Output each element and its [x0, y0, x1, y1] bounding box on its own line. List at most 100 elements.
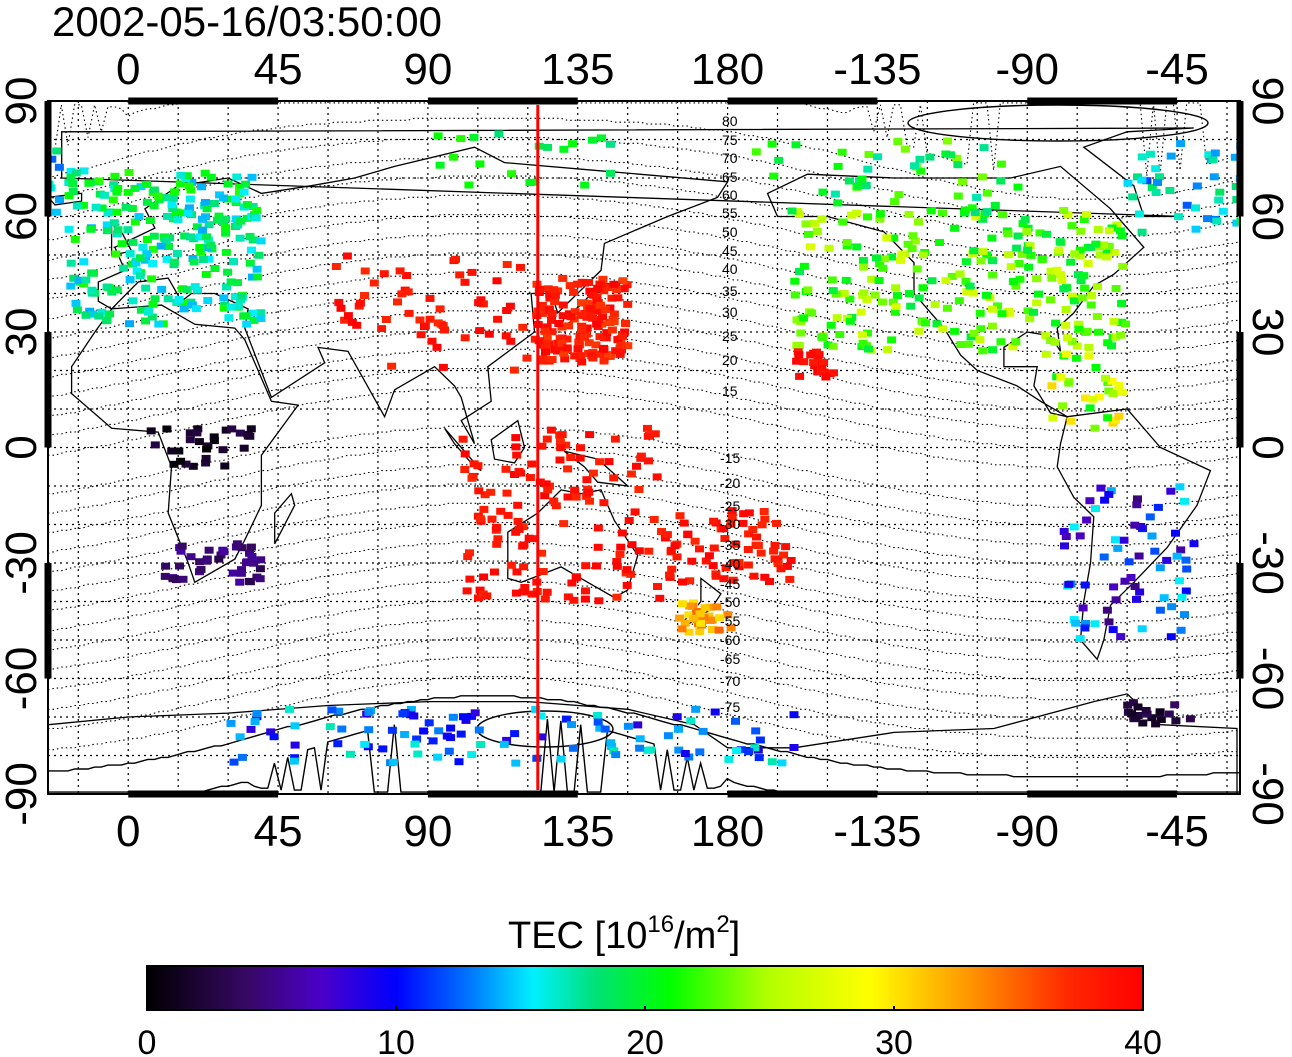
- tec-cell: [792, 357, 802, 365]
- tec-cell: [470, 709, 480, 717]
- tec-cell: [566, 454, 576, 461]
- tec-cell: [1061, 533, 1071, 540]
- tec-cell: [179, 305, 189, 313]
- tec-cell: [237, 292, 246, 300]
- tec-cell: [148, 260, 158, 267]
- tec-cell: [369, 279, 379, 287]
- tec-cell: [235, 429, 245, 437]
- lat-tick-label: 0: [1243, 435, 1292, 459]
- tec-cell: [859, 263, 869, 271]
- tec-cell: [66, 282, 76, 290]
- tec-cell: [927, 277, 937, 285]
- tec-cell: [609, 474, 619, 482]
- tec-cell: [549, 286, 559, 294]
- tec-cell: [246, 543, 256, 551]
- tec-cell: [914, 327, 924, 335]
- tec-cell: [220, 462, 230, 470]
- tec-cell: [1104, 618, 1114, 626]
- tec-cell: [605, 319, 615, 326]
- tec-cell: [360, 267, 370, 275]
- tec-cell: [1047, 382, 1057, 390]
- tec-cell: [206, 241, 216, 249]
- tec-cell: [875, 260, 885, 268]
- tec-cell: [327, 706, 337, 714]
- tec-cell: [132, 267, 142, 275]
- tec-cell: [402, 272, 412, 279]
- tec-cell: [1175, 483, 1185, 491]
- tec-cell: [169, 258, 179, 266]
- tec-cell: [433, 132, 443, 140]
- tec-cell: [952, 154, 962, 162]
- tec-cell: [266, 728, 276, 736]
- tec-cell: [403, 288, 413, 296]
- tec-cell: [818, 334, 828, 341]
- tec-cell: [1075, 635, 1085, 642]
- tec-cell: [377, 325, 387, 333]
- lon-tick-label: -135: [833, 45, 921, 94]
- tec-cell: [54, 163, 64, 171]
- tec-cell: [1118, 388, 1127, 396]
- tec-cell: [195, 558, 205, 566]
- contour-line: [48, 175, 1240, 258]
- tec-cell: [579, 299, 589, 307]
- tec-cell: [474, 299, 484, 307]
- tec-cell: [748, 526, 758, 533]
- tec-cell: [863, 165, 873, 173]
- tec-cell: [1231, 183, 1240, 190]
- tec-cell: [596, 301, 605, 309]
- tec-cell: [954, 297, 964, 305]
- tec-cell: [751, 541, 761, 549]
- tec-cell: [588, 469, 598, 477]
- tec-cell: [527, 590, 537, 598]
- tec-cell: [634, 547, 644, 555]
- tec-cell: [925, 153, 935, 161]
- tec-cell: [1080, 581, 1090, 589]
- tec-cell: [1035, 229, 1045, 237]
- tec-cell: [736, 746, 746, 754]
- tec-cell: [812, 227, 822, 235]
- tec-cell: [897, 250, 907, 258]
- tec-cell: [573, 280, 582, 288]
- tec-cell: [226, 278, 236, 286]
- contour-label: -40: [720, 556, 740, 572]
- bottom-longitude-axis: 0 45 90 135 180 -135 -90 -45: [116, 807, 1209, 856]
- tec-cell: [169, 460, 179, 468]
- tec-cell: [823, 341, 833, 349]
- tec-cell: [252, 710, 262, 718]
- tec-cell: [516, 469, 526, 477]
- tec-cell: [456, 730, 466, 738]
- tec-cell: [148, 245, 158, 253]
- tec-cell: [650, 430, 660, 438]
- tec-cell: [575, 454, 585, 462]
- tec-cell: [482, 592, 492, 600]
- tec-cell: [112, 188, 122, 196]
- tec-cell: [1108, 390, 1118, 397]
- tec-cell: [835, 331, 845, 339]
- tec-cell: [252, 273, 262, 281]
- contour-label: 35: [722, 283, 738, 299]
- tec-cell: [1130, 521, 1140, 529]
- tec-cell: [136, 183, 146, 191]
- tec-cell: [71, 169, 81, 177]
- tec-cell: [689, 615, 699, 623]
- tec-cell: [493, 535, 503, 543]
- contour-label: -65: [720, 651, 740, 667]
- tec-cell: [950, 224, 960, 232]
- tec-cell: [210, 265, 220, 272]
- tec-cell: [564, 322, 573, 330]
- tec-cell: [1082, 516, 1092, 524]
- left-latitude-axis: 90 60 30 0 -30 -60 -90: [0, 77, 46, 826]
- tec-cell: [229, 258, 238, 265]
- tec-cell: [883, 346, 893, 354]
- tec-cell: [128, 238, 138, 246]
- tec-cell: [176, 457, 186, 465]
- tec-cell: [570, 486, 580, 494]
- tec-cell: [424, 719, 434, 727]
- tec-cell: [779, 551, 789, 559]
- tec-cell: [163, 212, 172, 220]
- tec-cell: [633, 721, 643, 729]
- tec-cell: [852, 243, 862, 251]
- tec-cell: [704, 552, 714, 560]
- tec-cell: [584, 339, 594, 347]
- tec-cell: [247, 246, 256, 254]
